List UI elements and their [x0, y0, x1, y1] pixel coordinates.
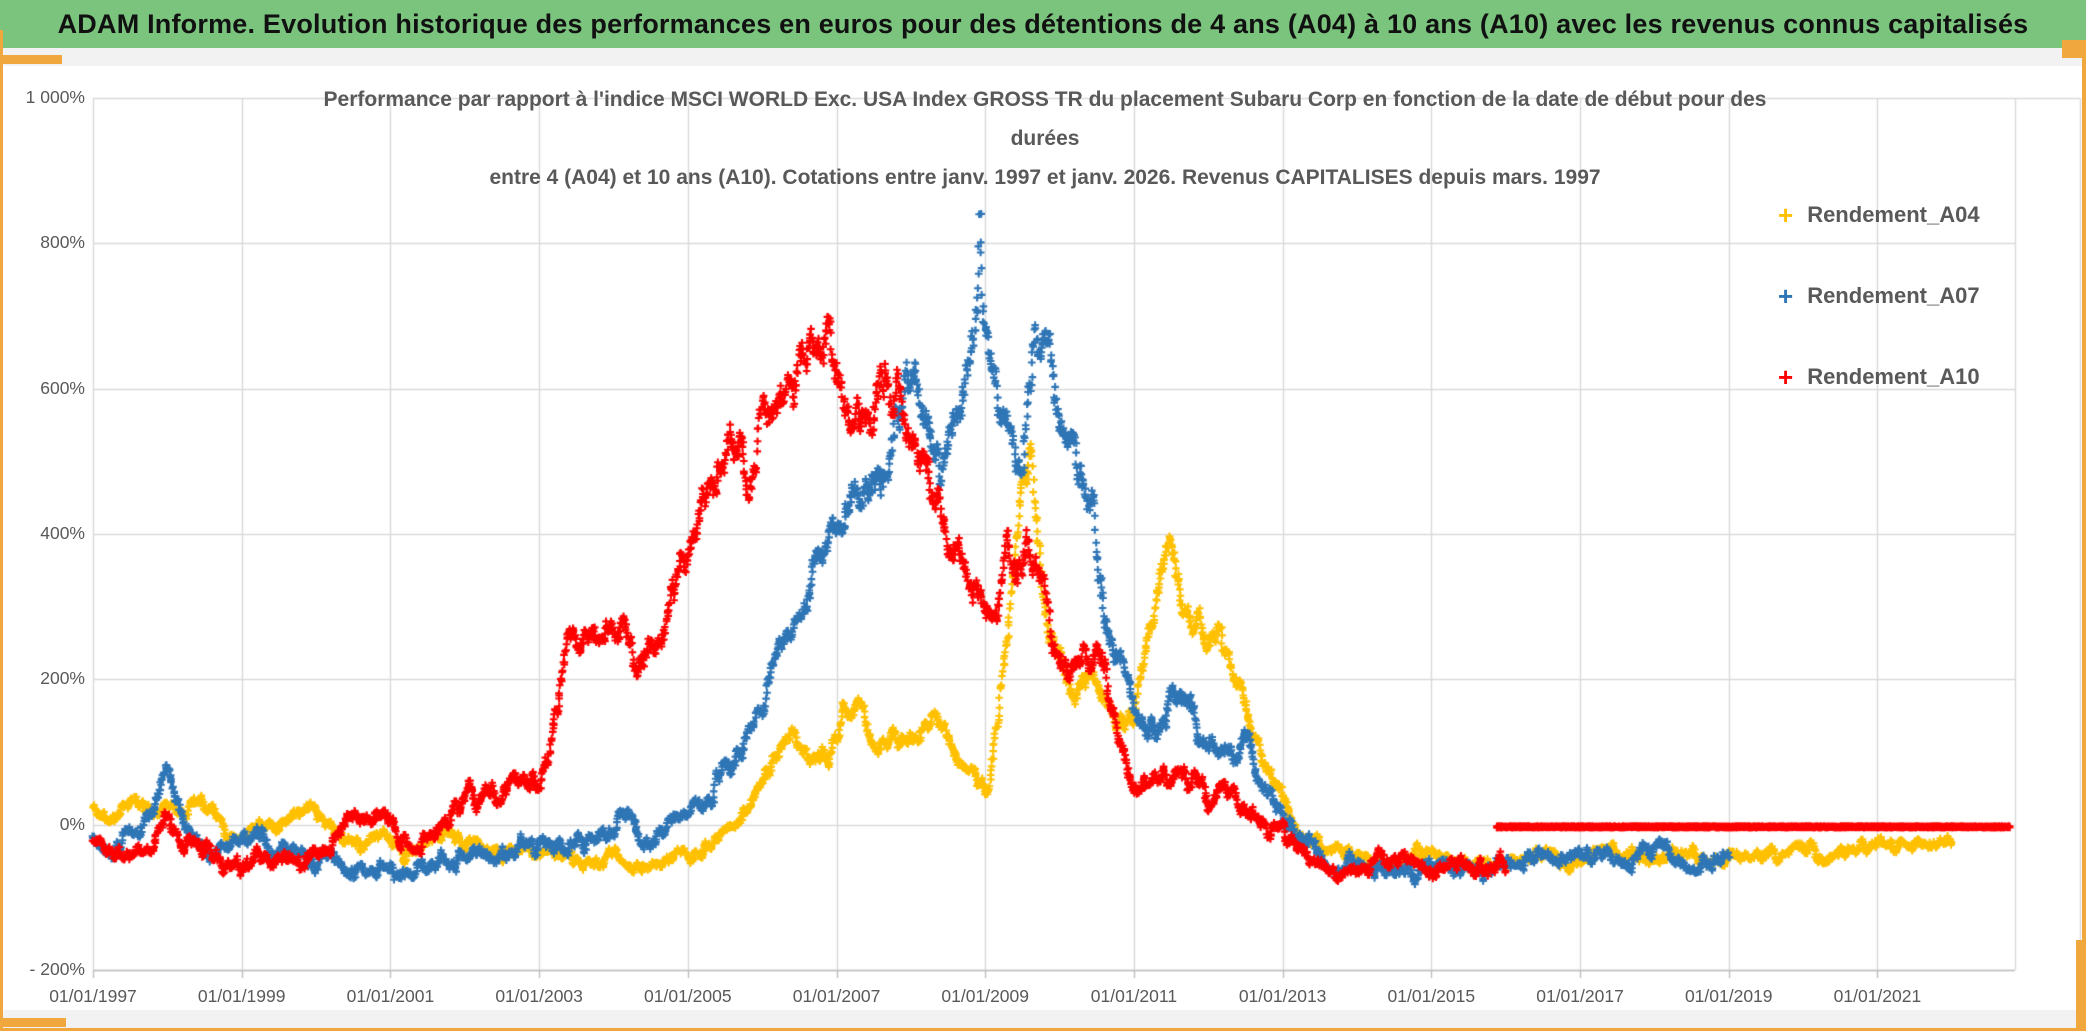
gold-accent-top-left — [0, 55, 62, 64]
chart-legend: + Rendement_A04 + Rendement_A07 + Rendem… — [1778, 202, 1980, 390]
gold-frame-left — [0, 30, 3, 1031]
x-tick-label: 01/01/2021 — [1833, 986, 1922, 1006]
chart-title-line2: durées — [1010, 127, 1080, 150]
x-tick-label: 01/01/1997 — [49, 986, 137, 1006]
chart-title: Performance par rapport à l'indice MSCI … — [170, 80, 1920, 197]
legend-label: Rendement_A10 — [1807, 364, 1980, 389]
x-tick-label: 01/01/2013 — [1238, 986, 1327, 1006]
chart-title-line1: Performance par rapport à l'indice MSCI … — [323, 88, 1767, 111]
x-tick-label: 01/01/2011 — [1090, 986, 1178, 1006]
x-tick-label: 01/01/2001 — [346, 986, 435, 1006]
gold-accent-top-right — [2062, 40, 2086, 58]
x-tick-label: 01/01/2003 — [495, 986, 583, 1006]
header-bar: ADAM Informe. Evolution historique des p… — [0, 0, 2086, 48]
gold-accent-bottom-left — [0, 1018, 66, 1027]
legend-label: Rendement_A07 — [1807, 283, 1980, 308]
x-tick-label: 01/01/2007 — [792, 986, 881, 1006]
x-tick-label: 01/01/1999 — [197, 986, 286, 1006]
plus-marker-icon: + — [1778, 281, 1794, 311]
x-tick-label: 01/01/2015 — [1387, 986, 1476, 1006]
x-tick-label: 01/01/2005 — [644, 986, 732, 1006]
chart-title-line3: entre 4 (A04) et 10 ans (A10). Cotations… — [489, 166, 1601, 189]
x-tick-label: 01/01/2019 — [1684, 986, 1773, 1006]
legend-entry-rendement-a04[interactable]: + Rendement_A04 — [1778, 202, 1980, 228]
gold-frame-bottom — [0, 1028, 2086, 1031]
legend-entry-rendement-a10[interactable]: + Rendement_A10 — [1778, 364, 1980, 390]
legend-entry-rendement-a07[interactable]: + Rendement_A07 — [1778, 283, 1980, 309]
gold-frame-right — [2082, 40, 2086, 1031]
y-tick-label: 800% — [40, 232, 85, 253]
plus-marker-icon: + — [1778, 200, 1794, 230]
y-tick-label: 1 000% — [25, 87, 85, 107]
x-tick-label: 01/01/2009 — [941, 986, 1030, 1006]
y-tick-label: - 200% — [29, 959, 85, 979]
x-tick-label: 01/01/2017 — [1536, 986, 1624, 1006]
y-tick-label: 200% — [40, 668, 85, 689]
gold-accent-bottom-right — [2076, 940, 2086, 1031]
y-tick-label: 400% — [40, 523, 85, 543]
legend-label: Rendement_A04 — [1807, 202, 1980, 227]
y-tick-label: 600% — [40, 377, 85, 398]
header-title: ADAM Informe. Evolution historique des p… — [57, 8, 2029, 39]
y-tick-label: 0% — [59, 813, 85, 834]
plus-marker-icon: + — [1778, 362, 1794, 392]
